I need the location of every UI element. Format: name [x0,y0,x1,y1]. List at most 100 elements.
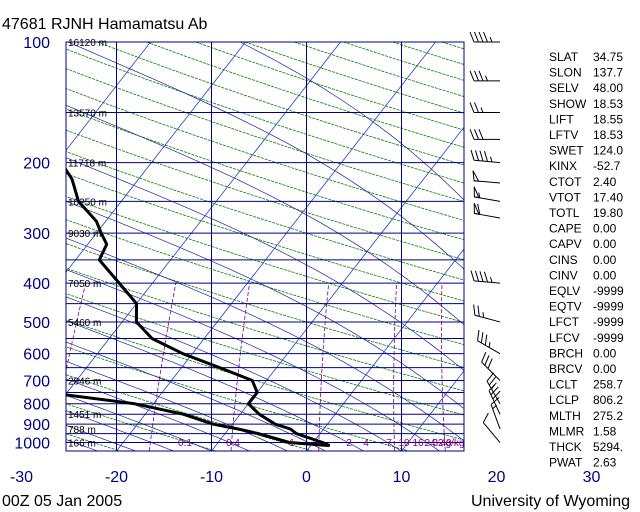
barb-half [489,36,493,43]
dry-adiabat [66,68,464,202]
index-label: SELV [549,81,579,95]
dry-adiabat [66,151,464,281]
isotherm [306,248,464,451]
moist-adiabat [66,410,174,451]
isotherm [116,42,436,451]
barb-pennant [472,170,480,182]
barb-full [470,149,475,161]
wind-barb [469,70,500,82]
stability-indices: SLAT 34.75 SLON 137.7 SELV 48.00 SHOW 18.53 LIFT… [549,50,624,470]
barb-full [478,129,484,140]
axis-labels: 1002003004005006007008009001000-80-70-60… [10,35,601,486]
wind-barb [481,351,501,381]
chart-timestamp: 00Z 05 Jan 2005 [2,493,122,510]
mixing-ratio-line [148,283,177,451]
mixing-ratio-label: 2 [346,438,352,449]
barb-full [490,396,500,405]
mixing-ratio-line [504,283,515,451]
dry-adiabat [66,319,464,441]
mixing-ratio-line [633,283,640,451]
mixing-ratio-label: 0.1 [178,438,192,449]
height-label: 2946 m [68,376,101,387]
index-value: -52.7 [593,159,621,173]
wind-barb [473,304,501,323]
index-value: -9999 [593,284,624,298]
mixing-ratio-label: 32 [432,438,444,449]
pressure-tick-label: 1000 [14,436,50,453]
height-label: 1451 m [68,410,101,421]
index-value: 19.80 [593,206,623,220]
index-label: CAPE [549,222,582,236]
barb-full [486,372,495,382]
dry-adiabat [66,219,464,346]
wind-barbs [469,31,501,443]
index-value: 0.00 [593,346,617,360]
height-label: 9030 m [68,229,101,240]
background-lines [0,42,640,451]
barb-full [474,150,480,161]
sounding-profiles [66,167,331,448]
pressure-tick-label: 300 [23,226,50,243]
index-label: MLMR [549,424,585,438]
index-value: 0.00 [593,268,617,282]
index-value: 18.55 [593,112,623,126]
moist-adiabat [66,269,440,451]
mixing-ratio-line [393,283,398,451]
index-label: LCLP [549,393,579,407]
temperature-profile [66,167,331,447]
isotherm [211,126,464,451]
index-value: 1.58 [593,424,617,438]
index-label: CTOT [549,175,582,189]
index-label: THCK [549,440,582,454]
index-value: -9999 [593,300,624,314]
isotherm [66,42,341,395]
index-value: 17.40 [593,190,623,204]
pressure-temperature-grid [65,41,465,452]
mixing-ratio-line [440,283,446,451]
wind-barb [470,270,501,284]
barb-full [490,386,499,396]
index-label: EQLV [549,284,580,298]
isotherm [401,370,464,451]
index-value: 18.53 [593,128,623,142]
index-label: MLTH [549,409,581,423]
mixing-ratio-label: 40 [440,438,452,449]
wind-barb [469,102,500,114]
mixing-ratio-label: 10 [398,438,410,449]
index-value: -9999 [593,315,624,329]
dry-adiabat [66,243,464,368]
moist-adiabat [0,239,22,451]
wind-barb [469,129,500,140]
index-value: 275.2 [593,409,623,423]
pressure-tick-label: 800 [23,397,50,414]
barb-full [474,129,479,140]
temperature-tick-label: 0 [302,469,311,486]
height-label: 10250 m [68,197,107,208]
barb-full [469,129,475,140]
index-label: PWAT [549,456,583,470]
index-label: LFCV [549,331,580,345]
barb-half [488,342,491,348]
barb-full [481,351,487,363]
moist-adiabat [66,378,250,451]
mixing-ratio-label: 7 [386,438,392,449]
height-label: 11718 m [68,159,106,170]
barb-pennant [473,203,480,215]
barb-full [478,31,484,43]
wind-barb [482,412,501,443]
barb-full [482,412,489,423]
dry-adiabat [66,173,464,302]
index-label: LCLT [549,378,578,392]
plot-frame [65,41,465,452]
barb-full [488,376,497,386]
index-label: LFTV [549,128,578,142]
isotherm [66,42,246,273]
index-label: EQTV [549,300,582,314]
moist-adiabat [66,157,464,371]
dry-adiabat [66,293,464,416]
dry-adiabat [66,108,464,241]
dry-adiabat [66,267,464,392]
index-value: 0.00 [593,237,617,251]
barb-full [487,358,493,369]
